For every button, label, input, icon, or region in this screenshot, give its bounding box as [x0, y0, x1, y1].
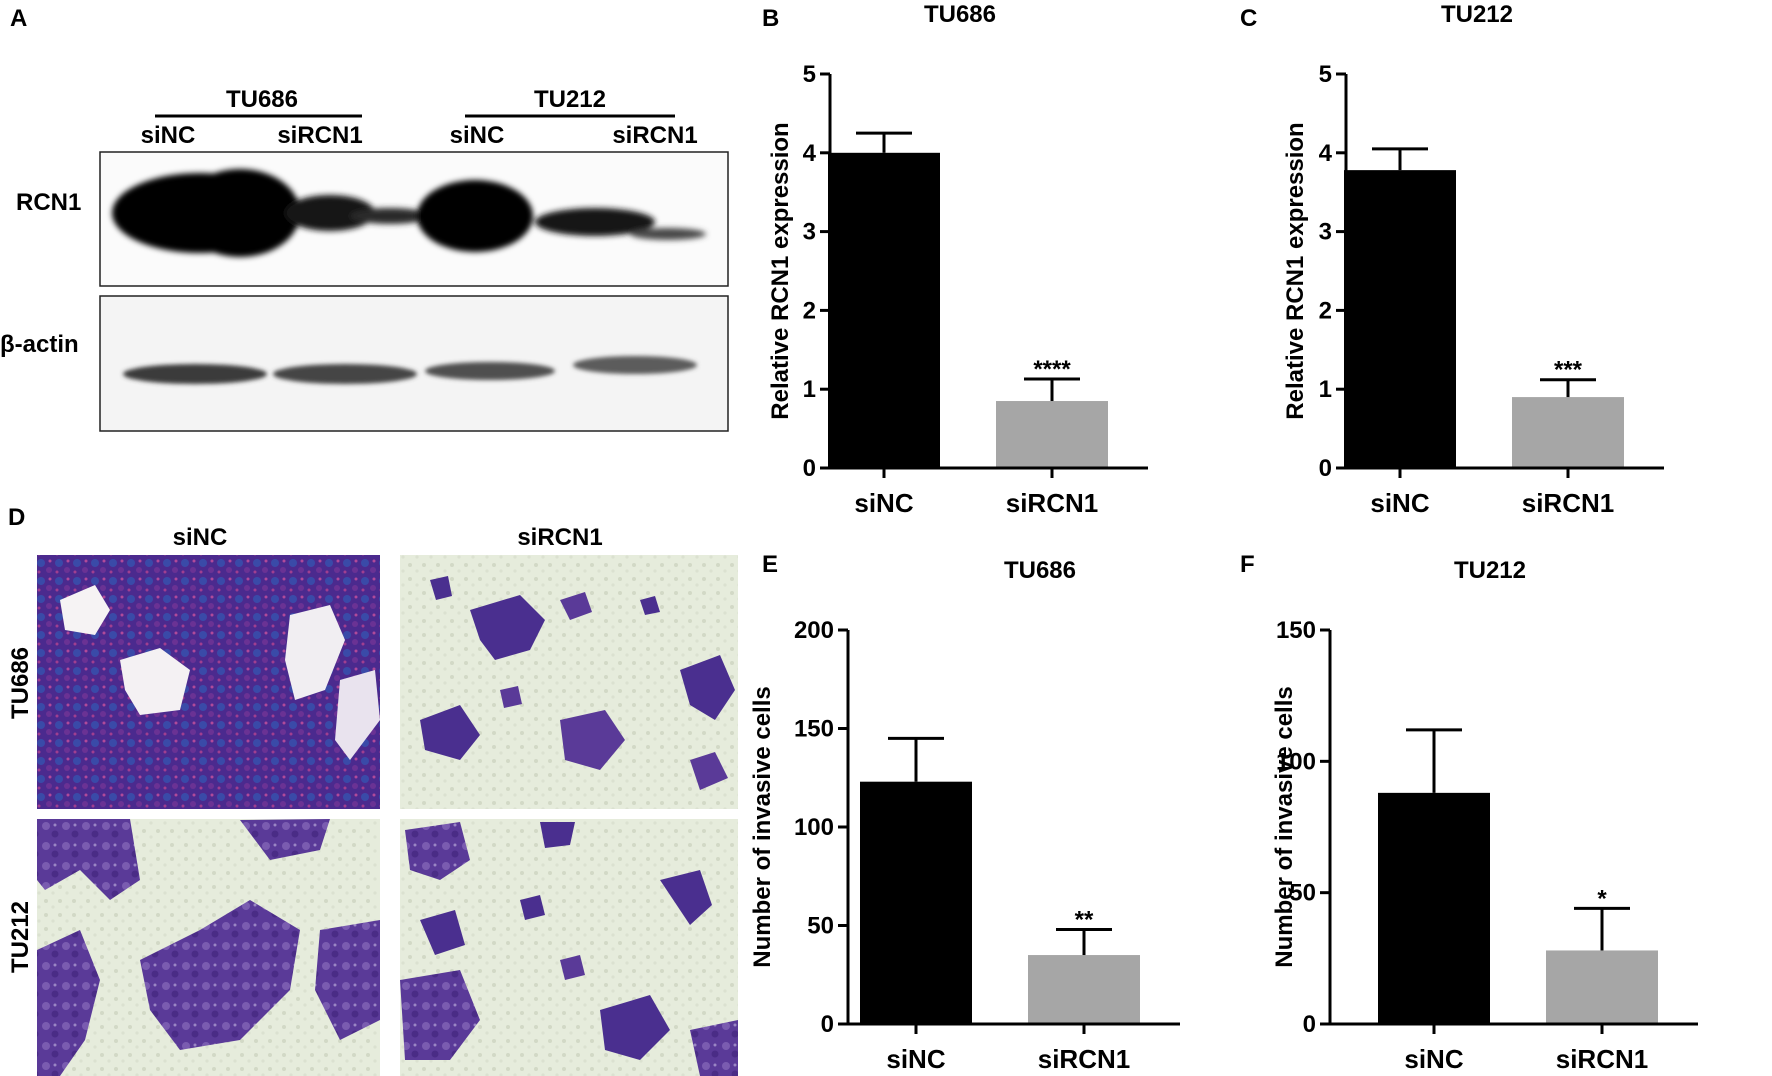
panel-label-a: A: [10, 5, 27, 32]
col-label-sircn1: siRCN1: [517, 524, 602, 551]
significance-marker: ****: [1033, 356, 1071, 383]
y-tick-label: 100: [794, 814, 834, 841]
bar-siRCN1: [1546, 950, 1658, 1024]
y-tick-label: 2: [1319, 297, 1332, 324]
chart-title: TU686: [1004, 557, 1076, 584]
y-tick-label: 100: [1276, 748, 1316, 775]
y-tick-label: 50: [807, 913, 834, 940]
panel-label-f: F: [1240, 551, 1255, 578]
bar-siRCN1: [996, 401, 1108, 468]
image-tu212-sircn1: [400, 819, 738, 1076]
y-tick-label: 5: [1319, 61, 1332, 88]
y-axis-label: Relative RCN1 expression: [767, 122, 794, 419]
group-label-tu686: TU686: [226, 86, 298, 113]
lane-label-2: siRCN1: [277, 122, 362, 149]
chart-title: TU686: [924, 1, 996, 28]
chart-f: TU212 Number of invasive cells 0 50 100 150 si…: [1271, 557, 1698, 1074]
chart-e: TU686 Number of invasive cells 0 50 100 150 20…: [749, 557, 1180, 1074]
y-tick-label: 3: [803, 219, 816, 246]
panel-label-e: E: [762, 551, 778, 578]
y-tick-label: 0: [803, 455, 816, 482]
y-tick-label: 0: [821, 1011, 834, 1038]
lane-label-1: siNC: [141, 122, 196, 149]
group-label-tu212: TU212: [534, 86, 606, 113]
panel-a: A TU686 TU212 siNC siRCN1 siNC siRCN1 RC…: [0, 5, 729, 432]
significance-marker: *: [1597, 885, 1607, 912]
y-tick-label: 5: [803, 61, 816, 88]
y-axis-label: Number of invasive cells: [1271, 686, 1298, 967]
y-tick-label: 150: [1276, 617, 1316, 644]
x-tick-label: siRCN1: [1006, 488, 1098, 518]
lane-label-3: siNC: [450, 122, 505, 149]
panel-d: D siNC siRCN1 TU686 TU212: [7, 504, 738, 1076]
chart-c: TU212 Relative RCN1 expression 0 1 2 3 4 5 siNC *…: [1282, 1, 1664, 518]
blot-label-actin: β-actin: [0, 331, 79, 358]
band-actin: [123, 356, 697, 384]
y-tick-label: 4: [1319, 140, 1333, 167]
chart-b: TU686 Relative RCN1 expression 0 1 2 3 4 5 siNC *…: [767, 1, 1148, 518]
y-tick-label: 3: [1319, 219, 1332, 246]
x-tick-label: siRCN1: [1556, 1044, 1648, 1074]
image-tu686-sircn1: [400, 555, 738, 809]
chart-title: TU212: [1454, 557, 1526, 584]
y-tick-label: 1: [1319, 376, 1332, 403]
x-tick-label: siNC: [1404, 1044, 1463, 1074]
x-tick-label: siNC: [854, 488, 913, 518]
image-tu212-sinc: [37, 819, 380, 1076]
x-tick-label: siNC: [1370, 488, 1429, 518]
row-label-tu686: TU686: [7, 647, 34, 719]
y-tick-label: 50: [1289, 880, 1316, 907]
panel-label-d: D: [8, 504, 25, 531]
chart-title: TU212: [1441, 1, 1513, 28]
bar-siNC: [1378, 792, 1490, 1024]
y-tick-label: 2: [803, 297, 816, 324]
bar-siRCN1: [1028, 955, 1140, 1024]
y-tick-label: 200: [794, 617, 834, 644]
bar-siNC: [1344, 170, 1456, 469]
y-tick-label: 1: [803, 376, 816, 403]
y-tick-label: 150: [794, 716, 834, 743]
col-label-sinc: siNC: [173, 524, 228, 551]
bar-siRCN1: [1512, 397, 1624, 468]
band-rcn1: [112, 169, 706, 257]
y-axis-label: Relative RCN1 expression: [1282, 122, 1309, 419]
bar-siNC: [860, 781, 972, 1024]
x-tick-label: siNC: [886, 1044, 945, 1074]
y-tick-label: 0: [1319, 455, 1332, 482]
lane-label-4: siRCN1: [612, 122, 697, 149]
row-label-tu212: TU212: [7, 901, 34, 973]
panel-label-b: B: [762, 5, 779, 32]
significance-marker: ***: [1554, 357, 1583, 384]
x-tick-label: siRCN1: [1522, 488, 1614, 518]
y-axis-label: Number of invasive cells: [749, 686, 776, 967]
y-tick-label: 4: [803, 140, 817, 167]
significance-marker: **: [1075, 906, 1094, 933]
x-tick-label: siRCN1: [1038, 1044, 1130, 1074]
blot-label-rcn1: RCN1: [16, 189, 81, 216]
bar-siNC: [828, 152, 940, 469]
image-tu686-sinc: [37, 555, 380, 809]
panel-label-c: C: [1240, 5, 1257, 32]
y-tick-label: 0: [1303, 1011, 1316, 1038]
